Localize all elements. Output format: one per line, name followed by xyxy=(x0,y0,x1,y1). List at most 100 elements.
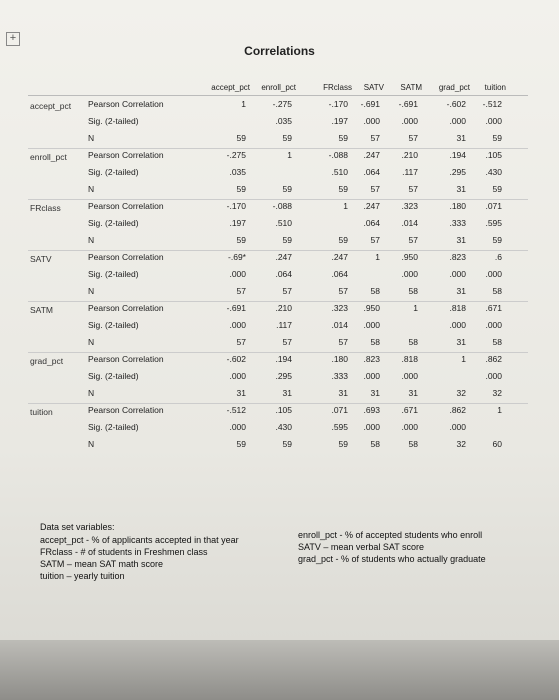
cell: .064 xyxy=(331,269,348,279)
cell: 31 xyxy=(236,388,246,398)
cell: 58 xyxy=(370,439,380,449)
cell: .693 xyxy=(363,405,380,415)
cell: .862 xyxy=(449,405,466,415)
cell: 57 xyxy=(370,235,380,245)
cell: .000 xyxy=(229,320,246,330)
cell: 1 xyxy=(497,405,502,415)
cell: 31 xyxy=(456,337,466,347)
stat-label: Sig. (2-tailed) xyxy=(88,218,139,228)
cell: 57 xyxy=(236,286,246,296)
cell: -.691 xyxy=(226,303,246,313)
row-rule xyxy=(28,250,528,251)
row-variable: accept_pct xyxy=(30,101,72,111)
row-variable: grad_pct xyxy=(30,356,64,366)
cell: 57 xyxy=(236,337,246,347)
cell: .247 xyxy=(331,252,348,262)
cell: .071 xyxy=(485,201,502,211)
row-rule xyxy=(28,199,528,200)
stat-label: Sig. (2-tailed) xyxy=(88,320,139,330)
cell: .197 xyxy=(331,116,348,126)
row-rule xyxy=(28,352,528,353)
cell: .6 xyxy=(494,252,502,262)
cell: .000 xyxy=(485,371,502,381)
cell: .071 xyxy=(331,405,348,415)
cell: 1 xyxy=(287,150,292,160)
cell: .000 xyxy=(401,116,418,126)
cell: -.602 xyxy=(226,354,246,364)
cell: .180 xyxy=(331,354,348,364)
cell: 60 xyxy=(492,439,502,449)
cell: .000 xyxy=(363,116,380,126)
cell: .333 xyxy=(449,218,466,228)
stat-label: N xyxy=(88,184,95,194)
cell: 58 xyxy=(492,286,502,296)
stat-label: Pearson Correlation xyxy=(88,405,164,415)
cell: .000 xyxy=(449,422,466,432)
cell: .510 xyxy=(331,167,348,177)
cell: .950 xyxy=(363,303,380,313)
variable-note: SATM – mean SAT math score xyxy=(40,559,164,569)
cell: 58 xyxy=(408,337,418,347)
cell: 59 xyxy=(236,133,246,143)
cell: 31 xyxy=(456,133,466,143)
cell: .000 xyxy=(363,320,380,330)
cell: .323 xyxy=(401,201,418,211)
column-header: accept_pct xyxy=(211,83,250,92)
paper xyxy=(0,0,559,640)
stat-label: Sig. (2-tailed) xyxy=(88,422,139,432)
cell: 58 xyxy=(408,439,418,449)
cell: .000 xyxy=(449,269,466,279)
cell: 1 xyxy=(461,354,466,364)
desk-edge xyxy=(0,640,559,700)
variable-note: accept_pct - % of applicants accepted in… xyxy=(40,535,239,545)
cell: .950 xyxy=(401,252,418,262)
stat-label: N xyxy=(88,235,95,245)
cell: .000 xyxy=(485,269,502,279)
column-header: enroll_pct xyxy=(261,83,296,92)
cell: 57 xyxy=(408,133,418,143)
cell: 58 xyxy=(492,337,502,347)
cell: .823 xyxy=(363,354,380,364)
cell: .000 xyxy=(485,320,502,330)
cell: .064 xyxy=(363,218,380,228)
variable-note: tuition – yearly tuition xyxy=(40,571,125,581)
variable-note: SATV – mean verbal SAT score xyxy=(298,542,425,552)
variable-note: grad_pct - % of students who actually gr… xyxy=(298,554,486,564)
cell: 1 xyxy=(413,303,418,313)
cell: 58 xyxy=(370,337,380,347)
cell: 1 xyxy=(343,201,348,211)
cell: .818 xyxy=(401,354,418,364)
cell: -.512 xyxy=(482,99,502,109)
cell: .247 xyxy=(363,150,380,160)
cell: .295 xyxy=(275,371,292,381)
cell: .000 xyxy=(449,320,466,330)
cell: 59 xyxy=(338,133,348,143)
table-title: Correlations xyxy=(244,44,315,58)
notes-heading: Data set variables: xyxy=(40,522,115,532)
cell: 57 xyxy=(338,286,348,296)
cell: 59 xyxy=(492,235,502,245)
cell: 32 xyxy=(456,439,466,449)
cell: -.170 xyxy=(328,99,348,109)
stat-label: Pearson Correlation xyxy=(88,354,164,364)
expand-icon[interactable]: + xyxy=(6,32,20,46)
cell: 59 xyxy=(282,184,292,194)
stat-label: N xyxy=(88,388,95,398)
cell: .064 xyxy=(275,269,292,279)
cell: .210 xyxy=(401,150,418,160)
cell: .430 xyxy=(485,167,502,177)
cell: 57 xyxy=(408,184,418,194)
cell: 1 xyxy=(375,252,380,262)
cell: .000 xyxy=(401,269,418,279)
cell: 32 xyxy=(492,388,502,398)
stat-label: Pearson Correlation xyxy=(88,252,164,262)
variable-note: FRclass - # of students in Freshmen clas… xyxy=(40,547,208,557)
row-variable: FRclass xyxy=(30,203,61,213)
cell: -.275 xyxy=(226,150,246,160)
cell: 59 xyxy=(492,133,502,143)
cell: 59 xyxy=(338,235,348,245)
cell: 31 xyxy=(456,286,466,296)
cell: .117 xyxy=(276,320,292,330)
cell: -.088 xyxy=(328,150,348,160)
